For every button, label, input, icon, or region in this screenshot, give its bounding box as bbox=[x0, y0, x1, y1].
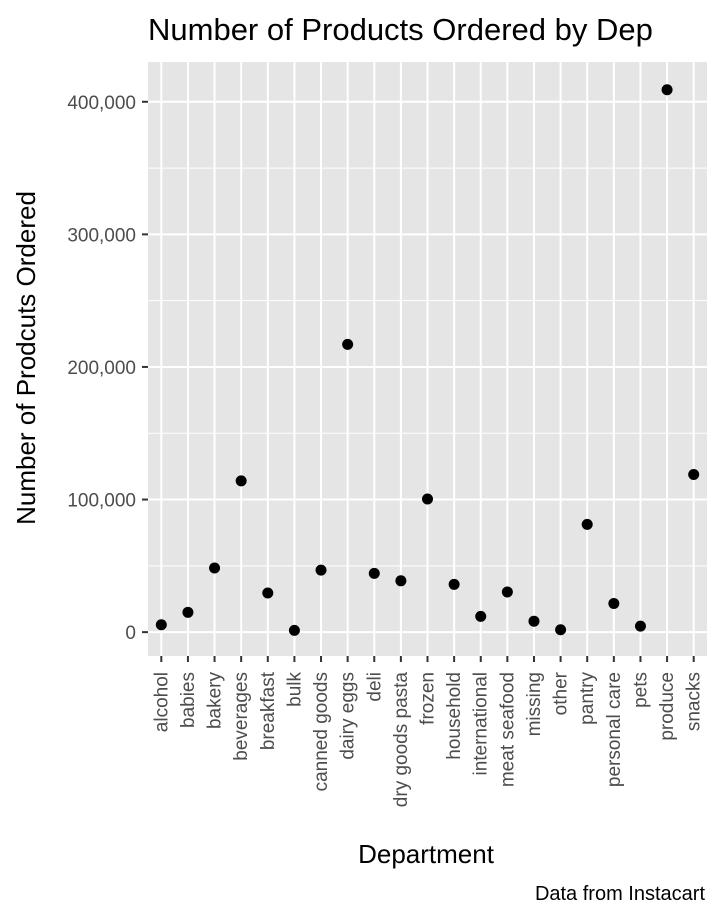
data-point bbox=[262, 587, 274, 599]
data-point bbox=[501, 586, 513, 598]
data-point bbox=[475, 610, 487, 622]
x-tick-label: alcohol bbox=[151, 672, 172, 732]
x-tick-label: canned goods bbox=[311, 672, 332, 791]
x-tick-label: dry goods pasta bbox=[391, 672, 412, 808]
data-point bbox=[688, 469, 700, 481]
data-point bbox=[155, 619, 167, 631]
data-point bbox=[288, 624, 300, 636]
caption: Data from Instacart bbox=[535, 883, 706, 905]
x-tick-label: deli bbox=[364, 672, 385, 702]
x-axis: alcohol babies bakery beverages breakfast bul… bbox=[151, 656, 705, 808]
x-tick-label: missing bbox=[524, 672, 545, 736]
x-tick-label: produce bbox=[657, 672, 678, 741]
data-points bbox=[155, 84, 700, 636]
y-tick-label: 0 bbox=[125, 623, 136, 644]
grid-lines bbox=[148, 62, 707, 656]
x-tick-label: beverages bbox=[231, 672, 252, 761]
x-tick-label: pantry bbox=[577, 672, 598, 725]
data-point bbox=[555, 624, 567, 636]
x-tick-label: pets bbox=[630, 672, 651, 708]
chart-title: Number of Products Ordered by Dep bbox=[148, 12, 653, 47]
data-point bbox=[182, 606, 194, 618]
y-tick-label: 400,000 bbox=[67, 93, 136, 114]
data-point bbox=[368, 567, 380, 579]
data-point bbox=[342, 338, 354, 350]
data-point bbox=[448, 578, 460, 590]
data-point bbox=[209, 562, 221, 574]
y-axis: 0 100,000 200,000 300,000 400,000 bbox=[67, 93, 148, 644]
x-tick-label: bakery bbox=[205, 672, 226, 730]
data-point bbox=[315, 564, 327, 576]
x-tick-label: international bbox=[471, 672, 492, 776]
x-tick-label: meat seafood bbox=[497, 672, 518, 787]
x-tick-label: other bbox=[551, 671, 572, 715]
data-point bbox=[528, 615, 540, 627]
data-point bbox=[395, 575, 407, 587]
x-tick-label: personal care bbox=[604, 672, 625, 787]
x-tick-label: dairy eggs bbox=[338, 672, 359, 760]
data-point bbox=[608, 598, 620, 610]
x-tick-label: household bbox=[444, 672, 465, 760]
data-point bbox=[581, 518, 593, 530]
x-tick-label: bulk bbox=[284, 672, 305, 707]
x-tick-label: frozen bbox=[418, 672, 439, 725]
data-point bbox=[235, 475, 247, 487]
x-tick-label: breakfast bbox=[258, 671, 279, 750]
y-tick-label: 300,000 bbox=[67, 225, 136, 246]
y-tick-label: 200,000 bbox=[67, 358, 136, 379]
data-point bbox=[422, 493, 433, 505]
x-tick-label: babies bbox=[178, 672, 199, 728]
data-point bbox=[661, 84, 673, 96]
y-axis-title: Number of Prodcuts Ordered bbox=[11, 191, 41, 525]
y-tick-label: 100,000 bbox=[67, 491, 136, 512]
data-point bbox=[634, 620, 646, 632]
x-axis-title: Department bbox=[358, 839, 495, 869]
x-tick-label: snacks bbox=[684, 672, 705, 731]
